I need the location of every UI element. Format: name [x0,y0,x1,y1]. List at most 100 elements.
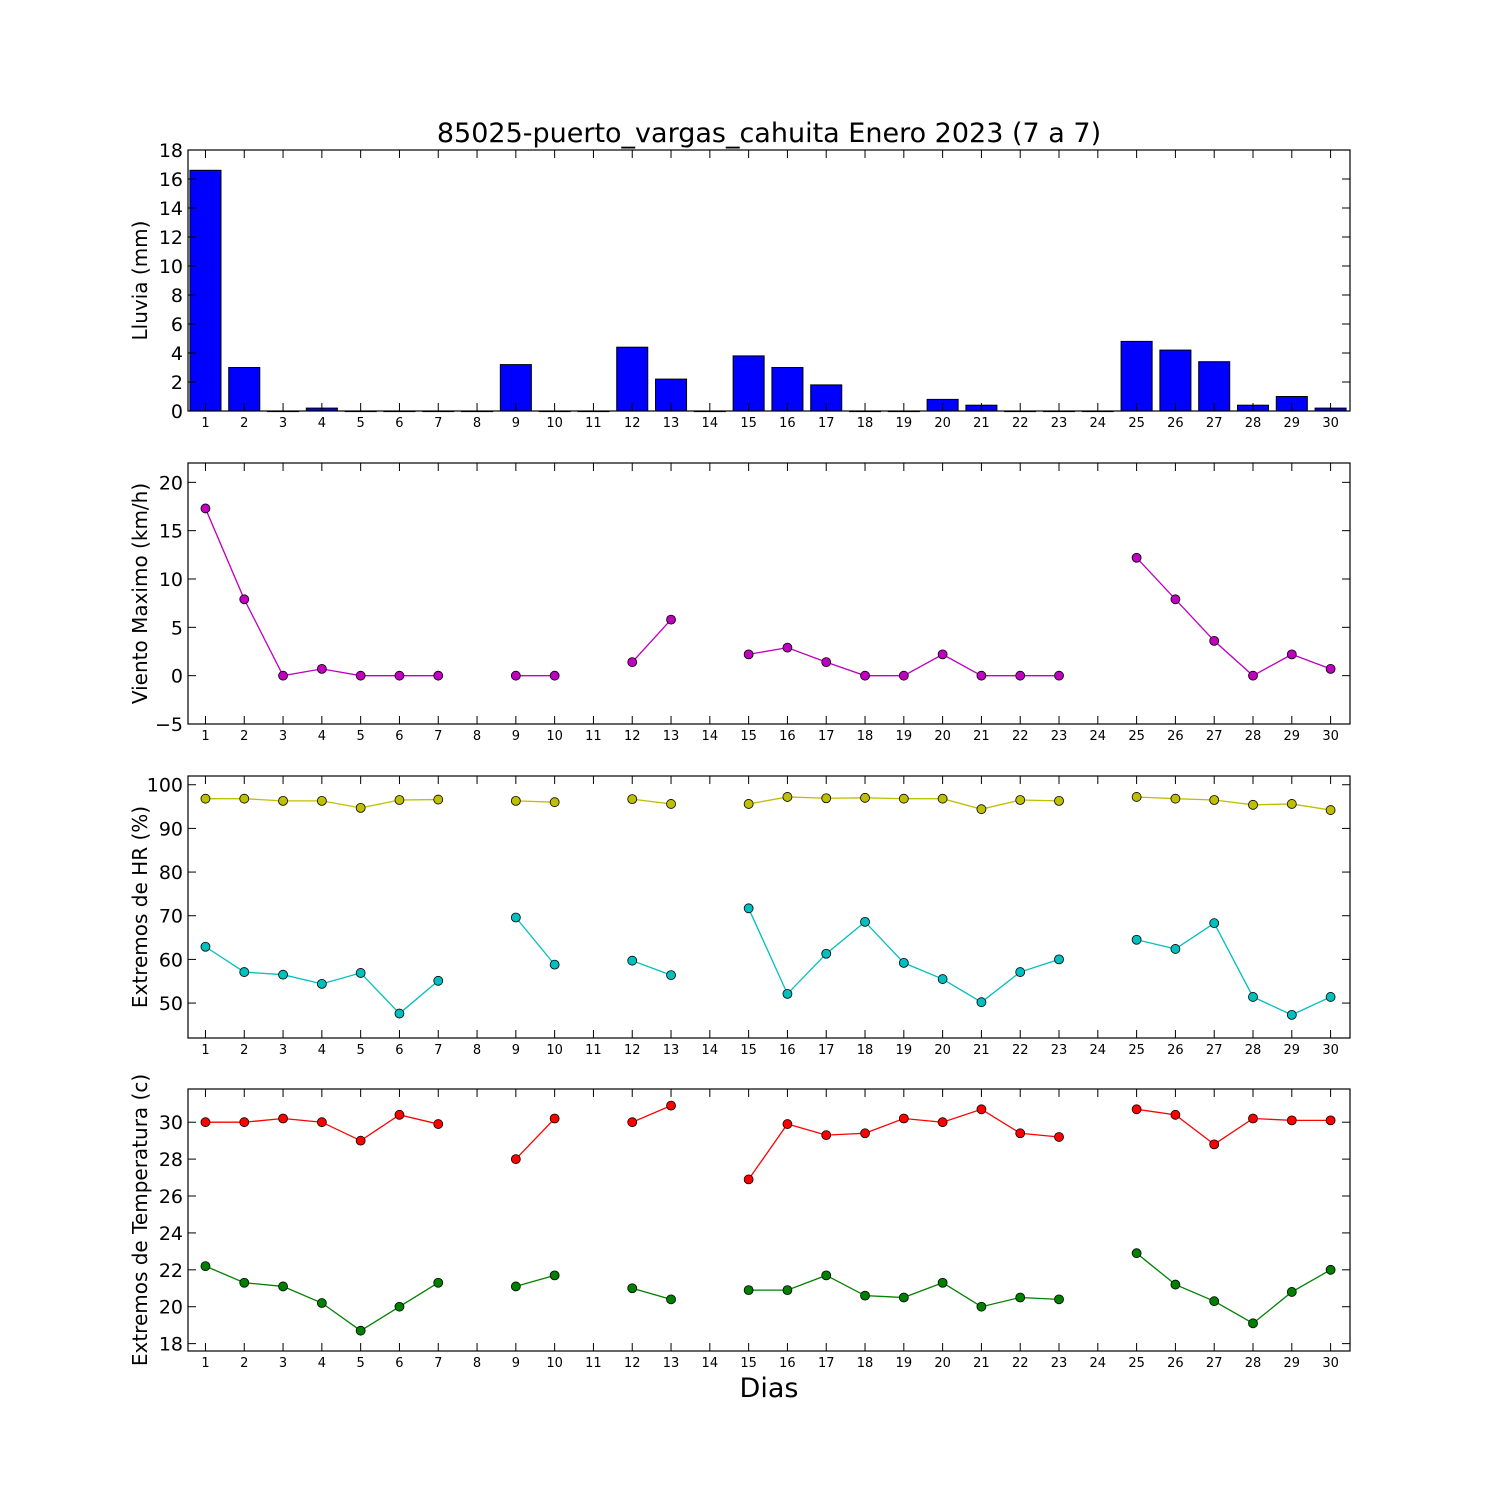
series-1-point-day-13 [666,1294,676,1305]
series-0-point-day-23 [1054,670,1064,681]
series-0-point-day-4 [316,1117,327,1128]
x-tick-label: 10 [546,729,563,744]
x-tick-label: 6 [395,1043,403,1058]
series-0-point-day-3 [278,670,288,681]
x-tick-label: 15 [740,1043,757,1058]
series-0-point-day-18 [860,792,870,803]
series-1-point-day-18 [860,1290,870,1301]
y-tick-label: 20 [159,472,183,494]
series-1-point-day-5 [355,1325,366,1336]
series-1-point-day-12 [627,1283,638,1294]
series-0-point-day-4 [316,664,327,674]
series-0-point-day-15 [743,649,754,660]
series-0-point-day-2 [239,594,250,605]
series-0-point-day-17 [821,793,832,804]
series-1-point-day-29 [1286,1009,1297,1020]
series-1-point-day-18 [860,916,870,927]
series-0-point-day-28 [1248,670,1258,681]
series-0-point-day-9 [510,670,521,681]
x-tick-label: 28 [1245,1043,1262,1058]
x-tick-label: 3 [279,1043,287,1058]
series-1-point-day-4 [316,1298,327,1308]
series-0-point-day-25 [1131,792,1142,802]
series-0-point-day-18 [860,670,870,681]
series-1-point-day-16 [782,1285,793,1296]
series-1-line [748,908,1060,1003]
series-0-point-day-16 [782,792,793,802]
x-tick-label: 30 [1322,1043,1339,1058]
x-tick-label: 25 [1128,1043,1145,1058]
x-tick-label: 24 [1090,416,1107,431]
x-tick-label: 12 [624,416,641,431]
y-tick-label: 24 [159,1223,183,1245]
x-tick-label: 14 [702,1043,719,1058]
series-0-line [515,1118,556,1160]
series-0-point-day-27 [1209,1139,1220,1150]
x-tick-label: 30 [1322,1356,1339,1371]
x-tick-label: 6 [395,729,403,744]
x-tick-label: 23 [1051,729,1068,744]
y-tick-label: 60 [159,949,183,971]
series-0-point-day-28 [1248,1113,1258,1124]
y-tick-label: 12 [159,227,183,249]
y-tick-label: 10 [159,569,183,591]
x-tick-label: 8 [473,1043,481,1058]
series-0-point-day-12 [627,1117,638,1128]
x-tick-label: 15 [740,729,757,744]
x-tick-label: 24 [1090,729,1107,744]
y-tick-label: 28 [159,1149,183,1171]
series-0-point-day-25 [1131,552,1142,563]
y-tick-label: 2 [171,372,183,394]
x-tick-label: 14 [702,1356,719,1371]
x-tick-label: 1 [201,729,209,744]
x-tick-label: 18 [857,1043,874,1058]
series-1-point-day-25 [1131,934,1142,945]
series-1-line [515,917,556,966]
x-tick-label: 27 [1206,1356,1223,1371]
series-1-point-day-6 [394,1008,405,1019]
x-tick-label: 9 [512,729,520,744]
x-tick-label: 8 [473,1356,481,1371]
x-tick-label: 18 [857,729,874,744]
x-tick-label: 21 [973,729,990,744]
x-tick-label: 25 [1128,416,1145,431]
bar-day-12 [616,346,649,412]
chart-title: 85025-puerto_vargas_cahuita Enero 2023 (… [437,118,1101,149]
series-0-point-day-23 [1054,1132,1064,1142]
x-tick-label: 19 [896,1043,913,1058]
series-0-line [204,508,439,677]
series-0-point-day-21 [976,804,987,815]
series-1-point-day-26 [1170,944,1181,954]
y-tick-label: 26 [159,1186,183,1208]
x-tick-label: 12 [624,1356,641,1371]
x-tick-label: 19 [896,729,913,744]
bar-day-15 [732,355,765,412]
y-tick-label: 80 [159,862,183,884]
x-tick-label: 29 [1284,729,1301,744]
y-axis-label: Viento Maximo (km/h) [128,483,152,704]
x-tick-label: 28 [1245,416,1262,431]
series-1-point-day-20 [937,1277,948,1288]
y-tick-label: 90 [159,818,183,840]
series-0-point-day-30 [1325,805,1336,815]
series-1-point-day-3 [278,1281,288,1292]
x-tick-label: 28 [1245,1356,1262,1371]
y-tick-label: 0 [171,666,183,688]
series-1-point-day-1 [200,1261,211,1272]
y-tick-label: 70 [159,906,183,928]
x-tick-label: 6 [395,416,403,431]
x-tick-label: 22 [1012,729,1029,744]
x-tick-label: 21 [973,416,990,431]
series-1-line [1136,922,1331,1016]
y-tick-label: 4 [171,343,183,365]
series-0-point-day-7 [433,670,444,681]
x-tick-label: 14 [702,729,719,744]
x-tick-label: 4 [318,1043,326,1058]
bar-day-26 [1159,349,1192,412]
x-tick-label: 26 [1167,729,1184,744]
series-1-point-day-16 [782,988,793,999]
series-0-point-day-26 [1170,793,1181,804]
x-tick-label: 25 [1128,729,1145,744]
series-0-point-day-20 [937,1117,948,1128]
series-0-point-day-9 [510,1154,521,1165]
